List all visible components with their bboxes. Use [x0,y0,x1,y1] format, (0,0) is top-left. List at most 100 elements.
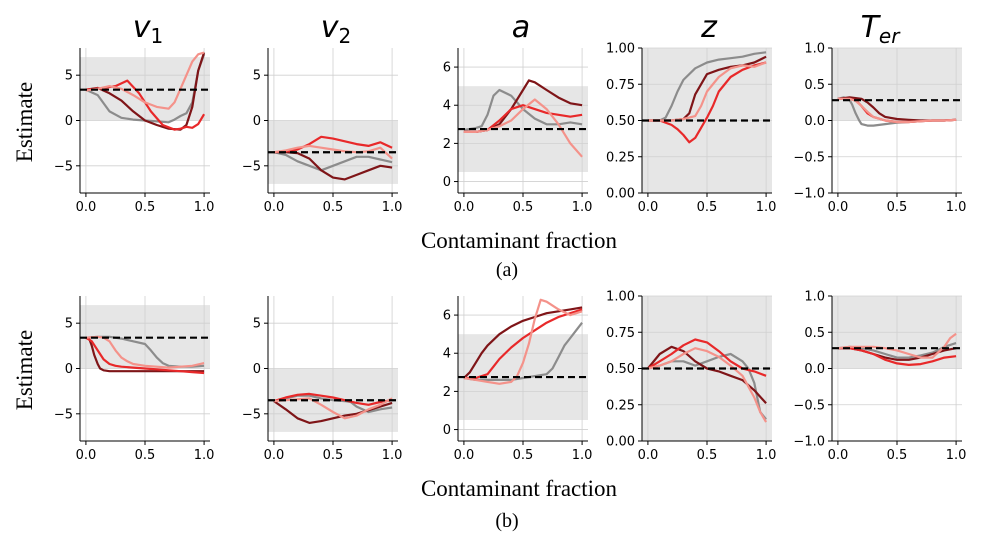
column-title-z: z [700,10,718,45]
panel-a-v1-xtick-label-1: 0.5 [135,200,156,215]
panel-b-a-xtick-label-0: 0.0 [454,448,475,463]
panel-label-b: (b) [495,510,518,532]
panel-a-a-xtick-label-2: 1.0 [572,200,593,215]
panel-a-z: 0.0 0.5 1.0 0.00 0.25 0.50 0.75 1.00 [606,42,776,216]
panel-b-v2-ytick-label-1: 0 [253,362,261,377]
panel-a-a-ytick-label-2: 4 [443,99,451,114]
panel-a-ter-xtick-label-0: 0.0 [828,200,849,215]
panel-a-v1-xtick-label-2: 1.0 [194,200,215,215]
panel-a-v1-series-darkred [85,52,206,131]
panel-a-v2-series-red [273,135,393,154]
panel-a-z-ytick-label-2: 0.50 [606,114,635,129]
panel-b-v2-xtick-label-1: 0.5 [323,448,344,463]
panel-b-a-series-grey [463,322,583,381]
panel-b-v1-series-red [85,336,205,375]
panel-a-ter-ytick-label-2: 0.0 [804,114,825,129]
panel-a-v1: 0.0 0.5 1.0 −5 0 5 [54,48,215,215]
panel-b-ter-ytick-label-0: −1.0 [793,435,825,450]
ylabel-row-b: Estimate [12,330,37,410]
panel-a-a: 0.0 0.5 1.0 0 2 4 6 [443,48,593,215]
panel-b-v2: 0.0 0.5 1.0 −5 0 5 [242,296,403,463]
panel-a-v2-series-grey [273,151,393,172]
panel-a-v1-ytick-label-1: 0 [65,114,73,129]
panel-b-z-ytick-label-0: 0.00 [606,435,635,450]
panel-b-a-series-darkred [463,306,583,379]
panel-a-z-xtick-label-0: 0.0 [638,200,659,215]
panel-a-v1-xtick-label-0: 0.0 [76,200,97,215]
panel-a-a-ytick-label-3: 6 [443,61,451,76]
panel-b-v1-xtick-label-0: 0.0 [76,448,97,463]
panel-a-z-ytick-label-1: 0.25 [606,150,635,165]
panel-b-ter-series-red [837,347,957,366]
panel-a-a-xtick-label-0: 0.0 [454,200,475,215]
panel-b-z-series-salmon [647,347,768,423]
panel-b-z-xtick-label-0: 0.0 [638,448,659,463]
panel-a-ter-xtick-label-1: 0.5 [887,200,908,215]
panel-b-v1-series-darkred [85,336,205,373]
panel-a-z-ytick-label-4: 1.00 [606,42,635,57]
panel-a-v2-ytick-label-1: 0 [253,114,261,129]
panel-b-a-xtick-label-2: 1.0 [572,448,593,463]
panel-b-ter-xtick-label-1: 0.5 [887,448,908,463]
panel-b-v1-ytick-label-0: −5 [54,407,73,422]
panel-a-v2-ytick-label-0: −5 [242,159,261,174]
panel-b-a-ytick-label-2: 4 [443,347,451,362]
panel-b-v2-ytick-label-2: 5 [253,317,261,332]
panel-a-v1-ytick-label-2: 5 [65,69,73,84]
panel-a-z-ytick-label-0: 0.00 [606,187,635,202]
panel-a-ter-ytick-label-4: 1.0 [804,42,825,57]
panel-b-a-ytick-label-0: 0 [443,423,451,438]
panel-a-z-ytick-label-3: 0.75 [606,78,635,93]
panel-b-v1-ytick-label-2: 5 [65,317,73,332]
panel-b-z-ytick-label-1: 0.25 [606,398,635,413]
panel-b-ter: 0.0 0.5 1.0 −1.0 −0.5 0.0 0.5 1.0 [793,290,966,464]
panel-a-ter-ytick-label-3: 0.5 [804,78,825,93]
panel-b-z-ytick-label-2: 0.50 [606,362,635,377]
panel-b-ter-xtick-label-0: 0.0 [828,448,849,463]
panel-b-a-series-salmon [463,298,583,385]
column-title-v2: v2 [321,10,352,48]
ylabel-row-a: Estimate [12,82,37,162]
panel-a-a-series-group [463,79,583,158]
panel-b-z-xtick-label-1: 0.5 [697,448,718,463]
panel-b-ter-ytick-label-4: 1.0 [804,290,825,305]
column-title-a: a [512,10,530,45]
panel-b-a-ytick-label-1: 2 [443,385,451,400]
panel-b-ter-series-salmon [837,332,957,359]
panel-b-v1-xtick-label-1: 0.5 [135,448,156,463]
panel-b-v1-series-group [85,335,205,375]
panel-b-a: 0.0 0.5 1.0 0 2 4 6 [443,296,593,463]
panel-b-z-xtick-label-2: 1.0 [756,448,777,463]
panel-a-ter-xtick-label-2: 1.0 [946,200,967,215]
panel-a-ter: 0.0 0.5 1.0 −1.0 −0.5 0.0 0.5 1.0 [793,42,966,216]
panel-a-v2: 0.0 0.5 1.0 −5 0 5 [242,48,403,215]
panel-a-v2-ytick-label-2: 5 [253,69,261,84]
panel-b-v1: 0.0 0.5 1.0 −5 0 5 [54,296,214,463]
panel-a-v1-ytick-label-0: −5 [54,159,73,174]
panel-b-z-ytick-label-4: 1.00 [606,290,635,305]
panel-a-z-xtick-label-2: 1.0 [756,200,777,215]
panel-a-ter-ytick-label-0: −1.0 [793,187,825,202]
panel-a-z-series-red [647,61,767,144]
column-title-v1: v1 [133,10,164,48]
panel-b-ter-ytick-label-1: −0.5 [793,398,825,413]
panel-a-a-xtick-label-1: 0.5 [513,200,534,215]
panel-b-z: 0.0 0.5 1.0 0.00 0.25 0.50 0.75 1.00 [606,290,776,464]
panel-a-a-series-salmon [463,98,583,158]
panel-a-v2-xtick-label-2: 1.0 [382,200,403,215]
panel-b-ter-ytick-label-2: 0.0 [804,362,825,377]
panel-b-v2-series-darkred [273,400,393,424]
column-title-ter: Ter [861,10,902,48]
panel-b-z-ytick-label-3: 0.75 [606,326,635,341]
panel-a-a-ytick-label-0: 0 [443,175,451,190]
panel-a-ter-ytick-label-1: −0.5 [793,150,825,165]
panel-b-v2-xtick-label-2: 1.0 [382,448,403,463]
panel-b-a-ytick-label-3: 6 [443,309,451,324]
panel-b-v1-ytick-label-1: 0 [65,362,73,377]
panel-b-a-xtick-label-1: 0.5 [513,448,534,463]
panel-a-a-ytick-label-1: 2 [443,137,451,152]
panel-a-v2-xtick-label-1: 0.5 [323,200,344,215]
panel-b-v2-series-red [273,392,393,406]
